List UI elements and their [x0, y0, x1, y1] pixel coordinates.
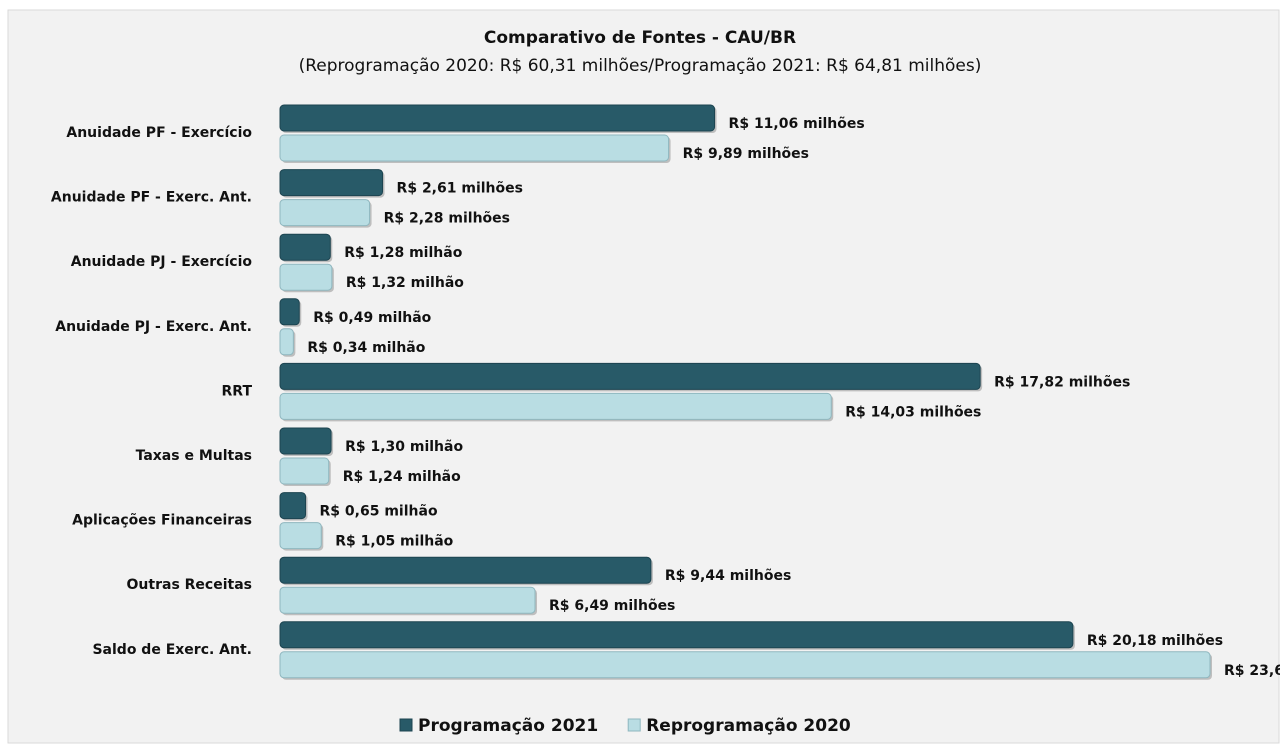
category-label: Taxas e Multas — [136, 448, 252, 464]
value-label: R$ 2,28 milhões — [384, 211, 510, 227]
category-label: RRT — [222, 383, 253, 399]
category-label: Anuidade PJ - Exercício — [71, 254, 253, 270]
value-label: R$ 9,89 milhões — [683, 146, 809, 162]
bar — [279, 233, 331, 261]
value-label: R$ 6,49 milhões — [549, 598, 675, 614]
value-label: R$ 9,44 milhões — [665, 568, 791, 584]
chart-title: Comparativo de Fontes - CAU/BR — [484, 28, 796, 48]
legend-swatch — [627, 718, 641, 732]
chart-subtitle: (Reprogramação 2020: R$ 60,31 milhões/Pr… — [299, 56, 982, 76]
bar — [279, 457, 330, 485]
bar — [279, 104, 716, 132]
bar — [279, 134, 670, 162]
bar — [279, 362, 981, 390]
value-label: R$ 14,03 milhões — [845, 404, 981, 420]
value-label: R$ 0,49 milhão — [313, 310, 431, 326]
category-label: Anuidade PF - Exercício — [66, 125, 252, 141]
bar — [279, 427, 332, 455]
value-label: R$ 11,06 milhões — [729, 116, 865, 132]
value-label: R$ 20,18 milhões — [1087, 633, 1223, 649]
bar — [279, 651, 1211, 679]
bar — [279, 328, 294, 356]
category-label: Anuidade PJ - Exerc. Ant. — [55, 319, 252, 335]
bar — [279, 169, 384, 197]
value-label: R$ 2,61 milhões — [397, 181, 523, 197]
legend-swatch — [399, 718, 413, 732]
value-label: R$ 23,67 milhões — [1224, 663, 1280, 679]
category-label: Aplicações Financeiras — [72, 513, 252, 529]
bar — [279, 298, 300, 326]
legend-label: Reprogramação 2020 — [646, 716, 851, 736]
bar — [279, 263, 333, 291]
value-label: R$ 0,34 milhão — [307, 340, 425, 356]
value-label: R$ 1,30 milhão — [345, 439, 463, 455]
bar — [279, 392, 832, 420]
value-label: R$ 1,24 milhão — [343, 469, 461, 485]
category-label: Saldo de Exerc. Ant. — [92, 642, 252, 658]
bar — [279, 556, 652, 584]
value-label: R$ 17,82 milhões — [994, 374, 1130, 390]
category-label: Outras Receitas — [127, 577, 252, 593]
legend-label: Programação 2021 — [418, 716, 598, 736]
value-label: R$ 1,28 milhão — [344, 245, 462, 261]
bar — [279, 621, 1074, 649]
bar — [279, 522, 322, 550]
value-label: R$ 0,65 milhão — [320, 504, 438, 520]
bar — [279, 199, 371, 227]
bar — [279, 586, 536, 614]
value-label: R$ 1,05 milhão — [335, 534, 453, 550]
bar — [279, 492, 307, 520]
value-label: R$ 1,32 milhão — [346, 275, 464, 291]
category-label: Anuidade PF - Exerc. Ant. — [51, 190, 252, 206]
